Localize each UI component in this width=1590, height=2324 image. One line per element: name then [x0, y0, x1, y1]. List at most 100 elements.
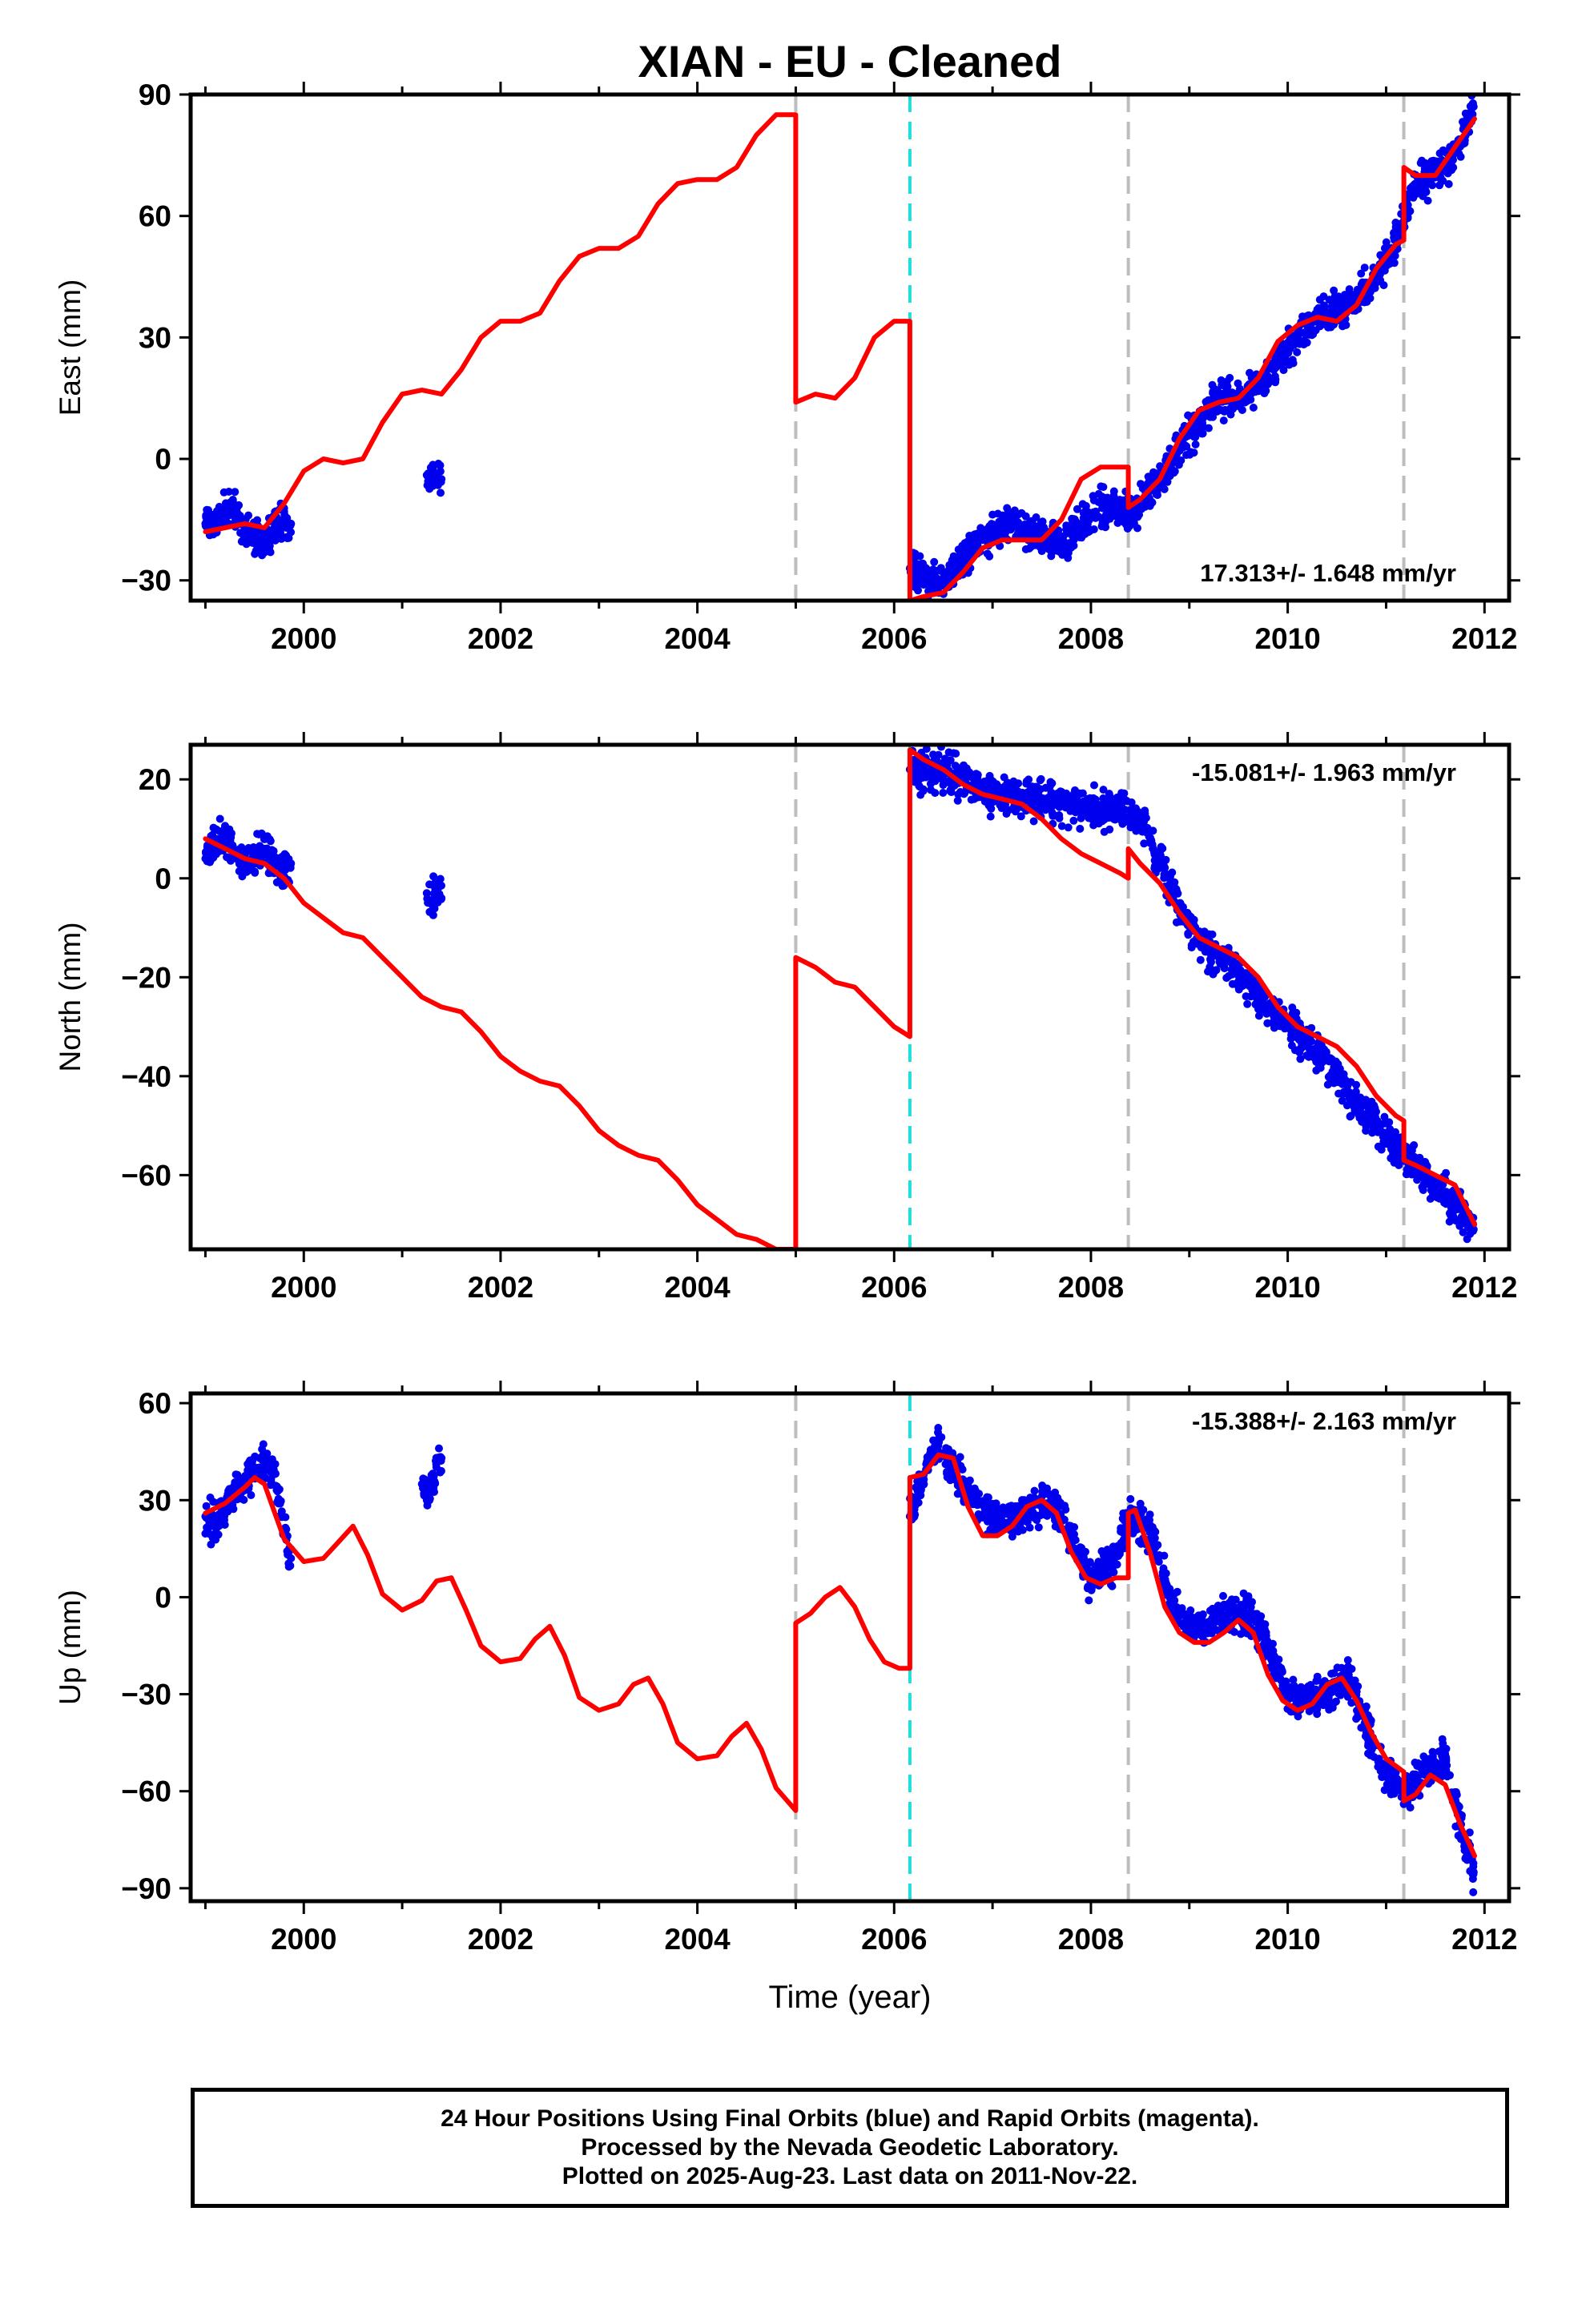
- data-point: [1299, 340, 1308, 349]
- data-point: [1419, 1186, 1427, 1194]
- data-point: [1134, 1537, 1143, 1546]
- data-point: [1469, 1888, 1478, 1896]
- data-point: [1161, 855, 1170, 864]
- data-point: [1129, 1529, 1137, 1538]
- data-point: [1344, 1663, 1353, 1671]
- data-point: [1034, 1523, 1043, 1532]
- data-point: [417, 1480, 426, 1489]
- data-point: [1005, 514, 1014, 523]
- data-point: [1129, 507, 1138, 516]
- data-point: [1347, 1699, 1356, 1707]
- data-point: [1126, 520, 1135, 529]
- data-point: [920, 770, 928, 779]
- data-point: [1367, 1104, 1376, 1112]
- data-point: [930, 557, 939, 566]
- data-point: [1244, 396, 1253, 404]
- data-point: [983, 1493, 992, 1502]
- data-point: [1423, 1759, 1431, 1767]
- data-point: [1057, 540, 1066, 549]
- data-point: [1413, 1773, 1422, 1782]
- data-point: [1352, 1101, 1361, 1110]
- data-point: [1380, 1112, 1389, 1121]
- data-point: [993, 1505, 1002, 1514]
- data-point: [286, 1562, 295, 1570]
- data-point: [1463, 113, 1471, 122]
- data-point: [1113, 519, 1122, 527]
- data-point: [1137, 480, 1145, 489]
- data-point: [1443, 1761, 1451, 1770]
- y-tick-label: 60: [139, 1387, 171, 1420]
- data-point: [1431, 1180, 1439, 1189]
- data-point: [422, 471, 431, 480]
- data-point: [1196, 955, 1205, 964]
- x-tick-label: 2010: [1254, 1923, 1320, 1956]
- data-point: [231, 488, 240, 497]
- data-point: [1208, 948, 1217, 957]
- chart-title: XIAN - EU - Cleaned: [638, 36, 1062, 86]
- x-tick-label: 2006: [861, 1271, 927, 1304]
- data-point: [1109, 1543, 1118, 1552]
- y-tick-label: 20: [139, 763, 171, 796]
- data-point: [253, 830, 262, 838]
- y-tick-label: 30: [139, 321, 171, 354]
- data-point: [939, 772, 948, 781]
- data-point: [978, 536, 987, 545]
- data-point: [250, 532, 259, 541]
- data-point: [1392, 1132, 1400, 1141]
- plot-area-north: [201, 745, 1478, 1249]
- data-point: [961, 769, 970, 778]
- data-point: [1175, 446, 1184, 455]
- data-point: [920, 1480, 928, 1489]
- data-point: [1469, 1225, 1478, 1234]
- data-point: [1254, 983, 1263, 991]
- data-point: [920, 568, 928, 577]
- data-point: [952, 561, 960, 569]
- data-point: [1087, 798, 1096, 807]
- data-point: [1205, 424, 1213, 432]
- data-point: [1032, 1511, 1041, 1520]
- data-point: [1116, 805, 1125, 814]
- data-point: [1099, 483, 1108, 492]
- data-point: [247, 1491, 256, 1499]
- data-point: [225, 825, 234, 834]
- data-point: [287, 859, 296, 868]
- data-point: [1313, 1047, 1322, 1055]
- data-point: [424, 477, 433, 485]
- data-points-up: [201, 1424, 1478, 1896]
- data-point: [229, 1505, 238, 1514]
- data-point: [265, 835, 274, 843]
- data-point: [1031, 529, 1040, 537]
- data-point: [1383, 261, 1391, 270]
- data-point: [1109, 1568, 1118, 1577]
- data-point: [1105, 825, 1114, 834]
- data-point: [280, 519, 288, 528]
- data-point: [429, 872, 438, 881]
- data-point: [988, 525, 997, 533]
- data-point: [204, 506, 212, 514]
- y-tick-label: 0: [155, 443, 171, 476]
- data-point: [215, 814, 224, 823]
- data-point: [1164, 1585, 1173, 1594]
- data-point: [1079, 1553, 1088, 1562]
- data-point: [1263, 1019, 1272, 1027]
- y-tick-label: 0: [155, 862, 171, 895]
- data-point: [1092, 507, 1101, 516]
- data-point: [1198, 429, 1207, 438]
- data-point: [1340, 1080, 1349, 1088]
- data-point: [939, 789, 948, 797]
- data-point: [1109, 493, 1118, 502]
- data-point: [984, 801, 993, 810]
- data-point: [1000, 1520, 1008, 1529]
- data-point: [1374, 1763, 1383, 1771]
- data-point: [1238, 406, 1246, 414]
- data-point: [1226, 1602, 1235, 1610]
- data-point: [1315, 296, 1324, 304]
- data-point: [1377, 1145, 1386, 1154]
- data-point: [1338, 1096, 1346, 1105]
- data-point: [1462, 1852, 1471, 1860]
- data-point: [1047, 1496, 1056, 1505]
- data-point: [1023, 788, 1032, 797]
- data-point: [1293, 348, 1302, 356]
- data-point: [1062, 529, 1071, 537]
- data-point: [1222, 389, 1230, 398]
